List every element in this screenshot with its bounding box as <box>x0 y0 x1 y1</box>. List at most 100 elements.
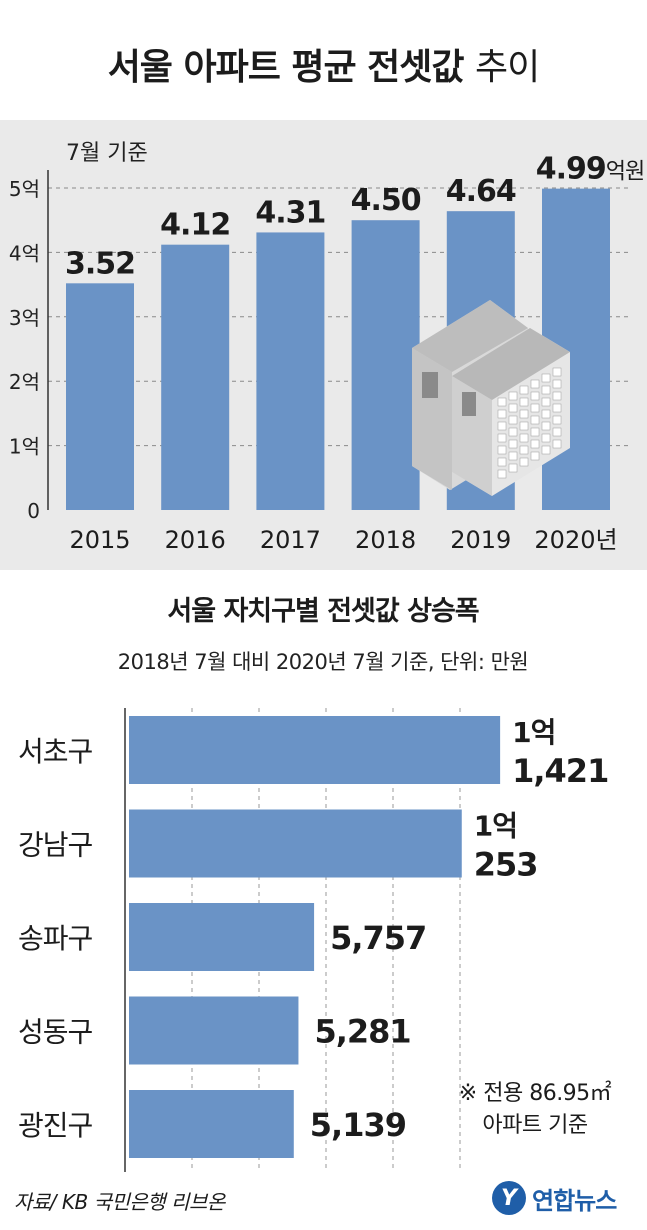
building-window <box>519 445 529 455</box>
bar-강남구 <box>129 809 462 878</box>
y-tick-label: 2억 <box>9 370 40 394</box>
building-window <box>497 433 507 443</box>
building-window <box>552 439 562 449</box>
building-window <box>541 385 551 395</box>
building-window <box>519 433 529 443</box>
building-window <box>497 409 507 419</box>
brand-name: 연합뉴스 <box>532 1186 617 1215</box>
building-window <box>552 379 562 389</box>
value-label-number: 4.12 <box>160 208 230 243</box>
bar-2017 <box>256 232 325 510</box>
building-window <box>552 391 562 401</box>
building-front-roof <box>452 328 570 400</box>
value-label: 4.12 <box>160 208 230 243</box>
building-window <box>519 421 529 431</box>
area-note-line2: 아파트 기준 <box>482 1113 588 1138</box>
building-window <box>497 457 507 467</box>
building-window <box>497 469 507 479</box>
building-window <box>508 439 518 449</box>
bar-광진구 <box>129 1090 294 1158</box>
x-tick-label: 2016 <box>165 526 226 554</box>
building-window <box>530 379 540 389</box>
y-tick-label: 1억 <box>9 435 40 459</box>
building-window <box>541 373 551 383</box>
brand-logo: Y 연합뉴스 <box>492 1178 617 1218</box>
building-window <box>552 403 562 413</box>
value-label-number: 4.99 <box>536 152 606 187</box>
value-label: 4.31 <box>255 195 325 230</box>
area-note-line1: ※ 전용 86.95㎡ <box>458 1081 612 1106</box>
value-label: 5,281 <box>314 1013 410 1051</box>
x-tick-label: 2017 <box>260 526 321 554</box>
value-label: 5,757 <box>330 919 426 957</box>
bar-2016 <box>161 244 230 510</box>
bar-2018 <box>351 220 420 510</box>
chart-note: 7월 기준 <box>66 141 148 166</box>
bar-성동구 <box>129 996 299 1065</box>
value-label-line1: 1억 <box>474 810 517 843</box>
chart-title: 서울 자치구별 전셋값 상승폭 <box>167 596 478 627</box>
x-tick-label: 2015 <box>69 526 130 554</box>
bar-2015 <box>66 283 134 510</box>
y-tick-label: 0 <box>27 499 40 523</box>
building-window <box>519 397 529 407</box>
area-note: ※ 전용 86.95㎡ 아파트 기준 <box>430 1078 640 1142</box>
building-window <box>508 415 518 425</box>
building-window <box>541 421 551 431</box>
building-window <box>508 427 518 437</box>
building-window <box>541 433 551 443</box>
building-window <box>508 403 518 413</box>
building-window <box>552 415 562 425</box>
building-window <box>530 427 540 437</box>
building-window <box>541 445 551 455</box>
building-window <box>530 451 540 461</box>
building-window <box>530 391 540 401</box>
category-label: 성동구 <box>18 1016 93 1049</box>
building-window <box>497 445 507 455</box>
bar-서초구 <box>129 716 501 784</box>
x-tick-label: 2018 <box>355 526 416 554</box>
building-window <box>508 451 518 461</box>
value-label: 4.50 <box>351 183 421 218</box>
category-label: 광진구 <box>18 1109 93 1142</box>
value-label: 4.64 <box>446 174 516 209</box>
value-label: 5,139 <box>310 1106 406 1144</box>
y-tick-label: 4억 <box>9 241 40 265</box>
building-window <box>508 391 518 401</box>
category-label: 서초구 <box>18 735 93 768</box>
building-front-door <box>462 392 476 416</box>
x-tick-label: 2020년 <box>534 526 617 554</box>
building-window <box>508 463 518 473</box>
value-label: 3.52 <box>65 246 135 281</box>
value-label-number: 4.50 <box>351 183 421 218</box>
building-window <box>552 367 562 377</box>
y-tick-label: 3억 <box>9 306 40 330</box>
x-tick-label: 2019 <box>450 526 511 554</box>
building-back-door <box>422 372 438 398</box>
building-window <box>519 409 529 419</box>
building-window <box>530 439 540 449</box>
building-window <box>541 409 551 419</box>
page-title: 서울 아파트 평균 전셋값 추이 <box>0 38 647 90</box>
building-back-roof <box>412 300 528 372</box>
source-text: 자료/ KB 국민은행 리브온 <box>14 1190 225 1214</box>
chart-subtitle: 2018년 7월 대비 2020년 7월 기준, 단위: 만원 <box>118 650 528 674</box>
value-label-unit: 억원 <box>606 160 644 185</box>
building-window <box>497 421 507 431</box>
value-label-number: 4.31 <box>255 195 325 230</box>
yearly-jeonse-chart: 0 1억 2억 3억 4억 5억 7월 기준 3.52 2015 4.12 2016 4.31 2017… <box>9 141 645 554</box>
value-label-line1: 1억 <box>512 716 555 749</box>
y-tick-label: 5억 <box>9 177 40 201</box>
category-label: 송파구 <box>18 922 93 955</box>
building-window <box>497 397 507 407</box>
brand-logo-icon: Y <box>492 1181 526 1215</box>
building-window <box>552 427 562 437</box>
building-window <box>530 403 540 413</box>
building-window <box>519 385 529 395</box>
page-title-main: 서울 아파트 평균 전셋값 <box>107 47 465 88</box>
value-label-line2: 1,421 <box>512 752 608 790</box>
building-window <box>530 415 540 425</box>
value-label: 4.99억원 <box>536 152 645 187</box>
apartment-illustration <box>412 300 570 496</box>
value-label-number: 3.52 <box>65 246 135 281</box>
